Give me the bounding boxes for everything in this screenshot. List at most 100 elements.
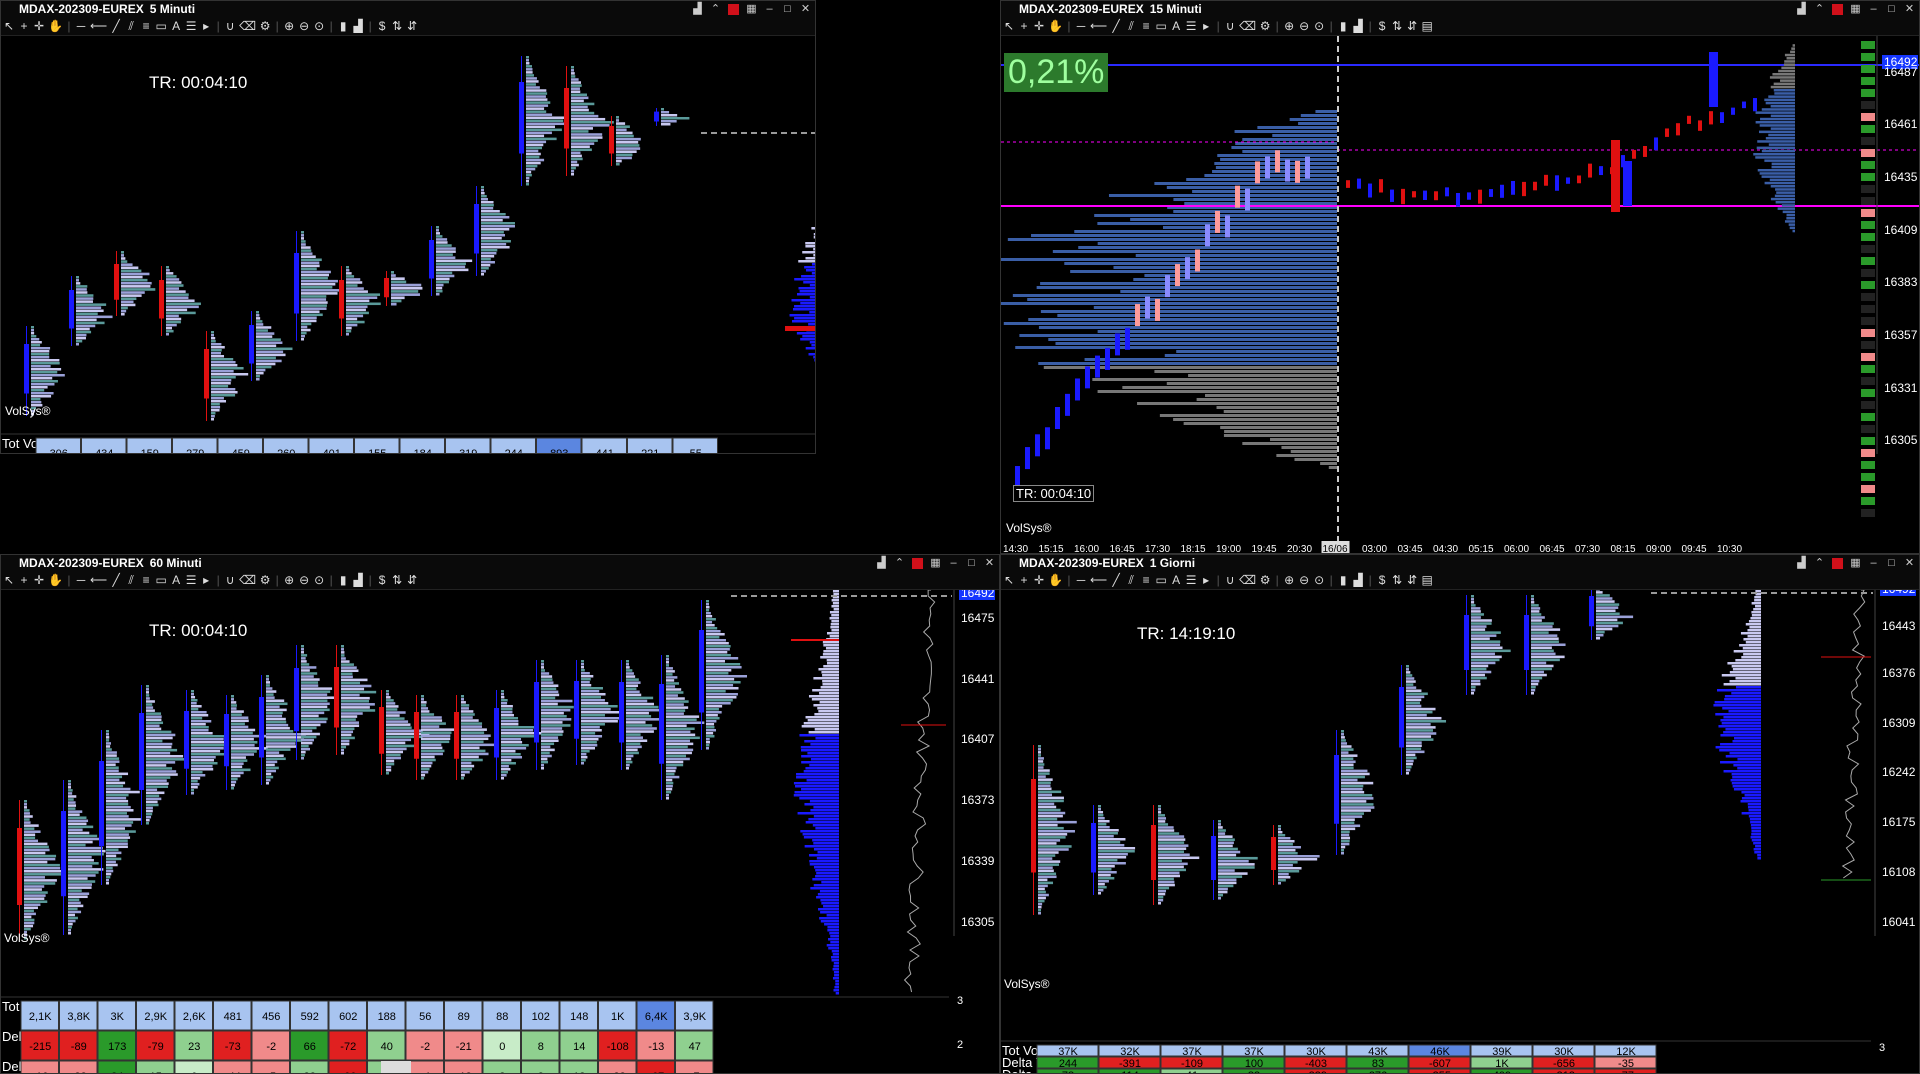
chart-type-icon[interactable]: ▟ [693,2,702,15]
maximize-icon[interactable]: □ [1888,556,1895,569]
sort-icon[interactable]: ⇅ [1392,19,1403,33]
text-icon[interactable]: A [1172,19,1181,33]
chart-panel-15min[interactable]: MDAX-202309-EUREX 15 Minuti ▟ ⌃ ▦ – □ ✕ ↖ + ✛ ✋ | ─… [1000,0,1920,554]
sort-icon[interactable]: ⇅ [392,573,403,587]
eraser-icon[interactable]: ⌫ [239,19,257,33]
candle-icon[interactable]: ▟ [1353,19,1363,33]
cursor-icon[interactable]: ↖ [3,19,15,33]
zoom-reset-icon[interactable]: ⊙ [314,573,325,587]
text-icon[interactable]: A [172,573,181,587]
minimize-icon[interactable]: – [1870,2,1877,15]
zoom-out-icon[interactable]: ⊖ [1299,19,1310,33]
color-icon[interactable] [1832,3,1843,15]
magnet-icon[interactable]: ∪ [225,19,235,33]
adjust-icon[interactable]: ⇵ [1407,19,1418,33]
ray-icon[interactable]: ⟵ [1089,573,1108,587]
hand-icon[interactable]: ✋ [48,19,63,33]
crosshair-icon[interactable]: + [20,573,28,587]
hand-icon[interactable]: ✋ [1048,573,1063,587]
chart-type-icon[interactable]: ▟ [1797,2,1806,15]
rect-icon[interactable]: ▭ [1155,573,1167,587]
dollar-icon[interactable]: $ [378,19,386,33]
hand-icon[interactable]: ✋ [1048,19,1063,33]
rect-icon[interactable]: ▭ [155,19,167,33]
more-icon[interactable]: ▸ [1203,19,1210,33]
crosshair-plus-icon[interactable]: ✛ [1033,19,1045,33]
lines-icon[interactable]: ☰ [1185,19,1197,33]
line-icon[interactable]: ─ [1076,19,1086,33]
rect-icon[interactable]: ▭ [155,573,167,587]
color-icon[interactable] [1832,557,1843,569]
candle-icon[interactable]: ▟ [353,573,363,587]
bar-chart-icon[interactable]: ▮ [1339,573,1347,587]
zoom-out-icon[interactable]: ⊖ [299,19,310,33]
maximize-icon[interactable]: □ [968,556,975,569]
lines-icon[interactable]: ☰ [1185,573,1197,587]
collapse-icon[interactable]: ⌃ [1814,556,1825,569]
chart-type-icon[interactable]: ▟ [1797,556,1806,569]
ray-icon[interactable]: ⟵ [1089,19,1108,33]
bar-chart-icon[interactable]: ▮ [339,19,347,33]
crosshair-plus-icon[interactable]: ✛ [33,19,45,33]
crosshair-icon[interactable]: + [20,19,28,33]
cursor-icon[interactable]: ↖ [1003,19,1015,33]
close-icon[interactable]: ✕ [800,2,811,15]
price-chart[interactable]: 1649216443163761630916242161751610816041… [1001,590,1920,1074]
trendline-icon[interactable]: ╱ [1112,19,1120,33]
collapse-icon[interactable]: ⌃ [894,556,905,569]
minimize-icon[interactable]: – [766,2,773,15]
trendline-icon[interactable]: ╱ [112,573,120,587]
candle-icon[interactable]: ▟ [1353,573,1363,587]
adjust-icon[interactable]: ⇵ [1407,573,1418,587]
fib-icon[interactable]: ≡ [142,573,150,587]
collapse-icon[interactable]: ⌃ [1814,2,1825,15]
magnet-icon[interactable]: ∪ [1225,19,1235,33]
chart-panel-daily[interactable]: MDAX-202309-EUREX 1 Giorni ▟ ⌃ ▦ – □ ✕ ↖ + ✛ ✋ | ─ ⟵… [1000,554,1920,1074]
magnet-icon[interactable]: ∪ [225,573,235,587]
more-icon[interactable]: ▸ [203,19,210,33]
dollar-icon[interactable]: $ [1378,19,1386,33]
trendline-icon[interactable]: ╱ [112,19,120,33]
zoom-in-icon[interactable]: ⊕ [1284,19,1295,33]
chart-type-icon[interactable]: ▟ [877,556,886,569]
line-icon[interactable]: ─ [1076,573,1086,587]
sort-icon[interactable]: ⇅ [1392,573,1403,587]
text-icon[interactable]: A [1172,573,1181,587]
zoom-in-icon[interactable]: ⊕ [284,573,295,587]
zoom-reset-icon[interactable]: ⊙ [1314,19,1325,33]
crosshair-icon[interactable]: + [1020,573,1028,587]
text-icon[interactable]: A [172,19,181,33]
adjust-icon[interactable]: ⇵ [407,19,418,33]
chart-panel-5min[interactable]: MDAX-202309-EUREX 5 Minuti ▟ ⌃ ▦ – □ ✕ ↖ + ✛ ✋ | ─ ⟵… [0,0,816,454]
more-icon[interactable]: ▸ [203,573,210,587]
cursor-icon[interactable]: ↖ [1003,573,1015,587]
zoom-reset-icon[interactable]: ⊙ [314,19,325,33]
sort-icon[interactable]: ⇅ [392,19,403,33]
maximize-icon[interactable]: □ [1888,2,1895,15]
close-icon[interactable]: ✕ [1904,2,1915,15]
zoom-out-icon[interactable]: ⊖ [299,573,310,587]
chart-panel-60min[interactable]: MDAX-202309-EUREX 60 Minuti ▟ ⌃ ▦ – □ ✕ ↖ + ✛ ✋ | ─… [0,554,1000,1074]
minimize-icon[interactable]: – [950,556,957,569]
document-icon[interactable]: ▤ [1421,573,1433,587]
adjust-icon[interactable]: ⇵ [407,573,418,587]
zoom-in-icon[interactable]: ⊕ [284,19,295,33]
magnet-icon[interactable]: ∪ [1225,573,1235,587]
ray-icon[interactable]: ⟵ [89,19,108,33]
settings-icon[interactable]: ⚙ [259,573,271,587]
grid-icon[interactable]: ▦ [746,2,757,15]
channel-icon[interactable]: ⫽ [128,19,134,33]
price-chart[interactable]: 1649216487164611643516409163831635716331… [1001,36,1920,554]
line-icon[interactable]: ─ [76,19,86,33]
bar-chart-icon[interactable]: ▮ [339,573,347,587]
crosshair-plus-icon[interactable]: ✛ [1033,573,1045,587]
grid-icon[interactable]: ▦ [1850,556,1861,569]
document-icon[interactable]: ▤ [1421,19,1433,33]
settings-icon[interactable]: ⚙ [259,19,271,33]
fib-icon[interactable]: ≡ [142,19,150,33]
channel-icon[interactable]: ⫽ [1128,573,1134,587]
ray-icon[interactable]: ⟵ [89,573,108,587]
color-icon[interactable] [728,3,739,15]
